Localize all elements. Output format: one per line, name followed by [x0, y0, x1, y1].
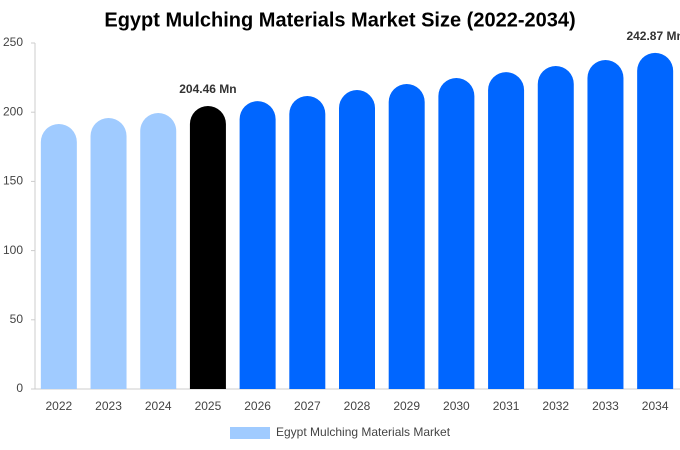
x-tick-label: 2034: [642, 399, 669, 413]
value-label: 242.87 Mn: [626, 29, 680, 43]
x-tick-label: 2031: [493, 399, 520, 413]
x-tick-label: 2023: [95, 399, 122, 413]
bar: [438, 78, 475, 389]
bar: [40, 123, 77, 390]
bar: [587, 60, 624, 390]
x-tick-label: 2032: [542, 399, 569, 413]
bar: [90, 118, 127, 389]
bar: [537, 65, 574, 390]
x-tick-label: 2024: [145, 399, 172, 413]
bar: [637, 52, 674, 389]
x-tick-label: 2025: [195, 399, 222, 413]
bar: [289, 96, 326, 389]
bar: [239, 101, 276, 390]
bar: [339, 90, 375, 390]
x-tick-label: 2027: [294, 399, 321, 413]
y-tick-label: 200: [3, 104, 23, 118]
bar: [189, 106, 226, 390]
bar: [388, 83, 425, 389]
bar: [140, 113, 177, 389]
x-tick-label: 2022: [45, 399, 72, 413]
value-label: 204.46 Mn: [179, 82, 236, 96]
y-tick-label: 100: [3, 243, 23, 257]
y-tick-label: 250: [3, 35, 23, 49]
y-tick-label: 150: [3, 174, 23, 188]
x-tick-label: 2033: [592, 399, 619, 413]
bar: [488, 72, 525, 389]
chart-title: Egypt Mulching Materials Market Size (20…: [104, 9, 575, 31]
x-tick-label: 2026: [244, 399, 271, 413]
x-tick-label: 2030: [443, 399, 470, 413]
legend-swatch: [230, 427, 270, 439]
x-tick-label: 2028: [344, 399, 371, 413]
legend-label: Egypt Mulching Materials Market: [276, 425, 451, 439]
y-tick-label: 50: [10, 312, 24, 326]
y-tick-label: 0: [16, 381, 23, 395]
x-tick-label: 2029: [393, 399, 420, 413]
